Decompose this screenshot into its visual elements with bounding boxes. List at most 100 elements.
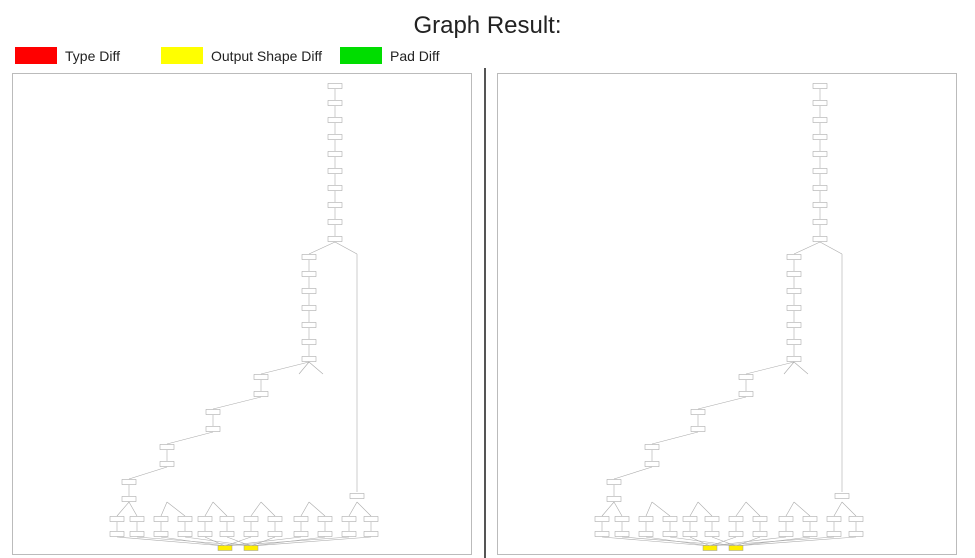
graph-edge <box>356 501 372 517</box>
graph-node <box>802 516 818 522</box>
graph-edge <box>689 536 711 547</box>
legend-label-pad-diff: Pad Diff <box>390 48 440 64</box>
graph-edge <box>224 536 350 547</box>
graph-node <box>301 356 317 362</box>
graph-node <box>826 516 842 522</box>
graph-node <box>243 516 259 522</box>
graph-edge <box>250 501 262 517</box>
graph-edge <box>651 431 699 445</box>
graph-node <box>301 271 317 277</box>
graph-node <box>121 479 137 485</box>
graph-edge <box>651 501 671 517</box>
graph-node <box>109 516 125 522</box>
graph-node <box>363 531 379 537</box>
graph-node <box>197 531 213 537</box>
graph-edge <box>204 536 226 547</box>
graph-node <box>704 531 720 537</box>
graph-node <box>197 516 213 522</box>
graph-node <box>728 531 744 537</box>
graph-edge <box>793 501 811 517</box>
graph-panel-left[interactable] <box>12 73 472 555</box>
graph-node <box>752 531 768 537</box>
graph-node <box>614 516 630 522</box>
graph-node <box>109 531 125 537</box>
output-shape-diff-swatch <box>161 47 203 64</box>
graph-node <box>738 391 754 397</box>
graph-node <box>778 516 794 522</box>
graph-node <box>690 409 706 415</box>
type-diff-swatch <box>15 47 57 64</box>
graph-panel-right[interactable] <box>497 73 957 555</box>
graph-edge <box>334 241 358 255</box>
graph-edge <box>689 501 699 517</box>
graph-node <box>327 83 343 89</box>
graph-node <box>267 531 283 537</box>
graph-edge <box>709 536 787 547</box>
graph-node <box>834 493 850 499</box>
graph-edge <box>116 536 226 547</box>
graph-edge <box>601 501 615 517</box>
graph-node <box>153 531 169 537</box>
graph-node <box>638 531 654 537</box>
graph-node <box>177 516 193 522</box>
graph-node <box>786 356 802 362</box>
graph-node <box>786 288 802 294</box>
graph-node <box>253 374 269 380</box>
graph-node <box>327 168 343 174</box>
graph-node <box>293 531 309 537</box>
graph-node <box>363 516 379 522</box>
graph-node <box>349 493 365 499</box>
graph-edge <box>300 501 310 517</box>
graph-edge <box>298 361 310 375</box>
graph-node <box>638 516 654 522</box>
graph-edge <box>819 241 843 255</box>
graph-node <box>812 219 828 225</box>
graph-edge <box>601 536 711 547</box>
graph-node <box>682 531 698 537</box>
graph-edge <box>160 501 168 517</box>
graph-edge <box>783 361 795 375</box>
graph-node <box>786 305 802 311</box>
graph-edge <box>697 501 713 517</box>
graph-edge <box>260 361 310 375</box>
graph-node <box>728 545 744 551</box>
graph-edge <box>645 501 653 517</box>
pad-diff-swatch <box>340 47 382 64</box>
graph-edge <box>250 536 372 547</box>
graph-node <box>778 531 794 537</box>
graph-node <box>662 531 678 537</box>
graph-edge <box>785 501 795 517</box>
graph-node <box>301 339 317 345</box>
graph-node <box>752 516 768 522</box>
graph-edge <box>308 241 336 255</box>
graph-node <box>327 236 343 242</box>
page-title: Graph Result: <box>413 12 562 39</box>
graph-node <box>253 391 269 397</box>
graph-node <box>217 545 233 551</box>
graph-node <box>205 426 221 432</box>
graph-edge <box>613 501 623 517</box>
graph-edge <box>348 501 358 517</box>
graph-edge <box>204 501 214 517</box>
graph-edge <box>128 501 138 517</box>
graph-node <box>153 516 169 522</box>
graph-edge <box>793 361 809 375</box>
graph-node <box>129 516 145 522</box>
graph-node <box>812 100 828 106</box>
graph-edge <box>697 396 747 410</box>
graph-node <box>702 545 718 551</box>
graph-node <box>812 83 828 89</box>
graph-node <box>786 322 802 328</box>
graph-edge <box>260 501 276 517</box>
graph-node <box>738 374 754 380</box>
graph-node <box>614 531 630 537</box>
graph-node <box>682 516 698 522</box>
graph-node <box>802 531 818 537</box>
graph-node <box>786 339 802 345</box>
graph-node <box>243 545 259 551</box>
legend-label-output-shape-diff: Output Shape Diff <box>211 48 323 64</box>
graph-node <box>812 202 828 208</box>
graph-node <box>177 531 193 537</box>
graph-node <box>301 288 317 294</box>
graph-node <box>301 322 317 328</box>
